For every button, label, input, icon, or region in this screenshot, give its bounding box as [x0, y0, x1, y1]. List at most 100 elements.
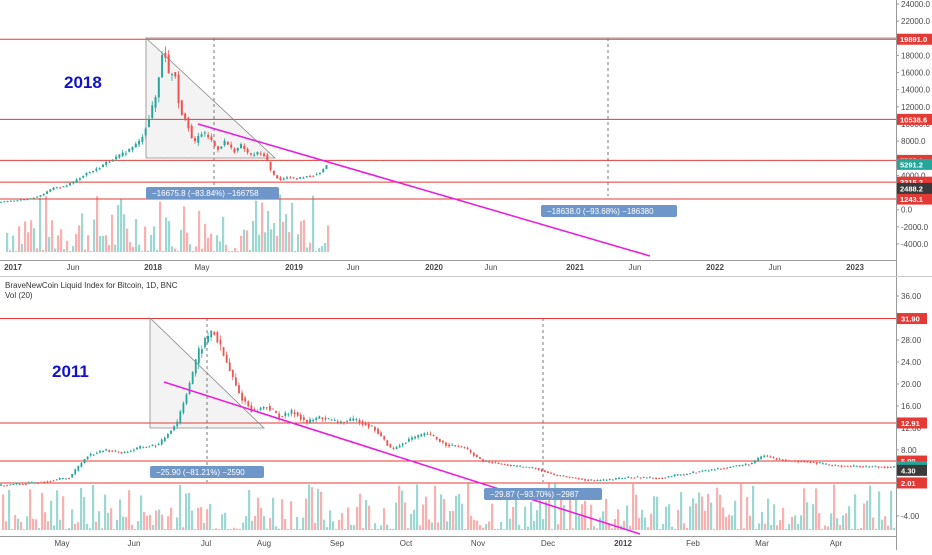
candle-body — [88, 172, 91, 174]
price-badge-label: 2488.2 — [900, 184, 923, 193]
candle-body — [553, 473, 556, 475]
price-badge — [897, 182, 932, 194]
candle-body — [262, 407, 265, 409]
candle-body — [272, 170, 275, 175]
volume-bar — [114, 244, 117, 252]
candle-body — [723, 468, 725, 470]
candle-body — [812, 461, 815, 463]
candle-body — [315, 174, 318, 176]
volume-bar — [212, 529, 215, 530]
volume-bar — [683, 523, 686, 530]
candle-body — [247, 401, 250, 407]
volume-bar — [53, 525, 56, 530]
candle-body — [200, 134, 203, 137]
volume-bar — [150, 234, 153, 252]
volume-bar — [752, 485, 755, 530]
volume-bar — [246, 230, 249, 252]
volume-bar — [99, 235, 102, 252]
candle-body — [278, 413, 281, 419]
candle-body — [210, 330, 213, 338]
symbol-legend[interactable]: BraveNewCoin Liquid Index for Bitcoin, 1… — [5, 281, 178, 290]
candle-body — [676, 474, 679, 476]
volume-bar — [854, 494, 857, 530]
volume-bar — [455, 495, 458, 530]
candle-body — [92, 454, 95, 456]
candle-body — [154, 445, 157, 447]
volume-bar — [686, 527, 689, 530]
volume-bar — [308, 484, 311, 530]
candle-body — [275, 411, 277, 413]
candle-body — [426, 433, 429, 435]
candle-body — [243, 145, 246, 149]
volume-bar — [243, 229, 246, 252]
candle-body — [322, 169, 325, 173]
candle-body — [509, 464, 512, 466]
candle-body — [664, 477, 667, 479]
candle-body — [108, 450, 111, 452]
candle-body — [272, 408, 274, 410]
volume-bar — [290, 501, 293, 530]
candle-body — [29, 198, 32, 200]
volume-bar — [593, 526, 596, 530]
candle-body — [630, 477, 633, 479]
candle-body — [265, 407, 268, 409]
candle-body — [590, 479, 593, 481]
candle-body — [757, 457, 759, 462]
candle-body — [395, 446, 398, 450]
volume-bar — [192, 251, 195, 252]
candle-body — [445, 442, 447, 446]
volume-legend[interactable]: Vol (20) — [5, 291, 33, 300]
volume-bar — [215, 528, 218, 530]
volume-bar — [315, 251, 318, 252]
candle-body — [236, 147, 239, 151]
volume-bar — [98, 511, 101, 530]
volume-bar — [398, 485, 401, 530]
volume-bar — [113, 529, 116, 530]
volume-bar — [836, 518, 839, 530]
candle-body — [565, 476, 568, 478]
volume-bar — [282, 221, 285, 252]
volume-bar — [392, 529, 395, 530]
volume-bar — [78, 225, 81, 252]
candle-body — [605, 479, 608, 481]
candle-body — [65, 478, 67, 480]
volume-bar — [131, 524, 134, 530]
time-label: 2019 — [285, 263, 303, 272]
volume-bar — [207, 237, 210, 252]
volume-bar — [320, 491, 323, 530]
volume-bar — [266, 528, 269, 530]
volume-bar — [104, 494, 107, 530]
candle-body — [0, 484, 2, 486]
volume-bar — [302, 517, 305, 530]
candle-body — [330, 419, 333, 421]
volume-bar — [680, 492, 683, 530]
time-label: Feb — [686, 539, 700, 548]
volume-bar — [95, 521, 98, 530]
volume-bar — [189, 244, 192, 252]
volume-bar — [254, 515, 257, 530]
volume-bar — [59, 519, 62, 530]
volume-bar — [440, 494, 443, 530]
candle-body — [246, 148, 249, 153]
candle-body — [23, 199, 26, 201]
candle-body — [386, 440, 389, 446]
volume-bar — [288, 232, 291, 252]
measure-annotation-box — [146, 187, 279, 199]
candle-body — [185, 394, 188, 404]
volume-bar — [272, 497, 275, 530]
volume-bar — [740, 483, 743, 530]
volume-bar — [161, 514, 164, 530]
candle-body — [223, 140, 226, 146]
volume-bar — [617, 509, 620, 530]
volume-bar — [842, 515, 845, 530]
volume-bar — [269, 518, 272, 530]
candle-body — [24, 483, 27, 485]
candle-body — [652, 477, 654, 479]
candle-body — [744, 463, 747, 465]
candle-body — [213, 332, 216, 335]
volume-bar — [698, 492, 701, 530]
candle-body — [513, 465, 515, 467]
volume-bar — [608, 523, 611, 530]
volume-bar — [452, 510, 455, 530]
